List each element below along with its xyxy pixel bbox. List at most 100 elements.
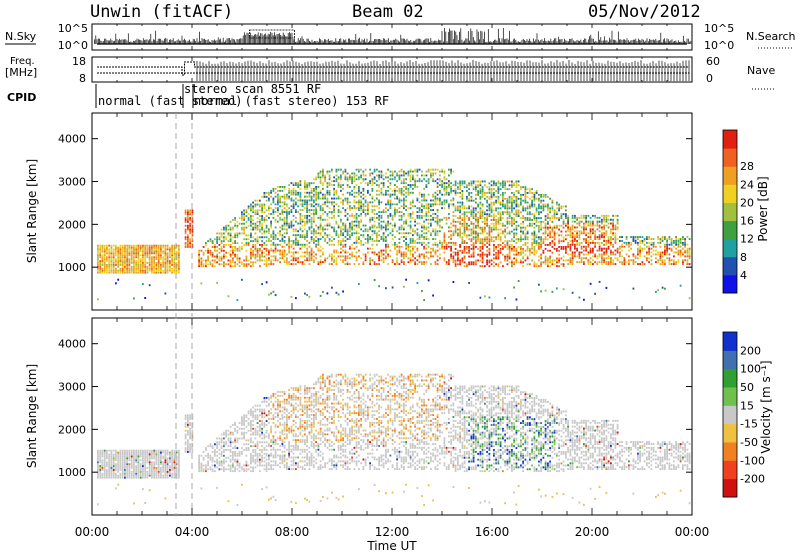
power-cell — [578, 257, 581, 260]
power-cell — [124, 258, 126, 261]
power-cell — [319, 222, 322, 225]
power-cell — [427, 238, 430, 240]
power-cell — [373, 226, 376, 229]
power-cell — [290, 263, 293, 265]
power-cell — [632, 287, 635, 290]
power-cell — [520, 186, 522, 189]
power-cell — [263, 192, 266, 194]
nsky-label: N.Sky — [5, 30, 37, 43]
power-cell — [364, 178, 367, 181]
power-cell — [135, 262, 138, 264]
power-cell — [587, 232, 590, 235]
power-cell — [425, 205, 428, 208]
power-cell — [400, 255, 403, 258]
power-cell — [432, 238, 434, 240]
power-cell — [628, 261, 630, 264]
power-cell — [504, 192, 506, 194]
velocity-cell — [110, 465, 113, 467]
power-cell — [493, 201, 495, 204]
power-cell — [589, 238, 592, 240]
power-cell — [319, 259, 322, 262]
power-cell — [259, 259, 261, 262]
power-cell — [328, 240, 331, 242]
velocity-cell — [108, 461, 111, 464]
power-cell — [227, 251, 230, 254]
power-cell — [391, 218, 394, 221]
velocity-cell — [110, 474, 113, 477]
power-cell — [373, 205, 376, 208]
power-cell — [414, 180, 416, 183]
power-cell — [661, 240, 664, 242]
power-cell — [601, 261, 603, 264]
power-cell — [490, 207, 493, 210]
power-cell — [421, 174, 423, 177]
power-cell — [243, 219, 245, 221]
power-cell — [592, 263, 594, 265]
power-cell — [634, 238, 637, 240]
power-cell — [178, 267, 180, 270]
power-cell — [657, 236, 659, 238]
power-cell — [97, 298, 99, 301]
power-cell — [263, 220, 266, 223]
power-cell — [297, 261, 299, 264]
nave-label: Nave — [747, 64, 775, 77]
power-cell — [499, 182, 502, 185]
power-cell — [378, 207, 380, 210]
power-cell — [313, 178, 315, 181]
velocity-cell — [112, 467, 115, 469]
power-cell — [423, 236, 425, 238]
power-cell — [373, 170, 376, 173]
power-cell — [223, 249, 225, 252]
power-cell — [331, 236, 333, 238]
power-cell — [376, 234, 378, 237]
power-cell — [405, 195, 407, 198]
power-cell — [666, 241, 668, 244]
power-cell — [340, 178, 342, 181]
power-cell — [648, 251, 650, 254]
power-cell — [292, 199, 295, 202]
power-cell — [364, 253, 367, 256]
power-cell — [229, 255, 232, 258]
power-cell — [97, 269, 99, 272]
power-cell — [333, 216, 335, 219]
power-cell — [400, 251, 403, 254]
power-cell — [283, 211, 286, 213]
power-cell — [679, 238, 682, 240]
power-cell — [565, 247, 567, 250]
power-cell — [130, 252, 133, 255]
power-cell — [319, 218, 322, 221]
power-cell — [301, 251, 304, 254]
power-cell — [524, 219, 527, 221]
power-cell — [103, 265, 106, 268]
power-cell — [355, 207, 358, 210]
power-cell — [254, 246, 257, 248]
power-cell — [497, 213, 500, 216]
power-cell — [371, 184, 374, 186]
power-cell — [477, 238, 479, 241]
power-cell — [634, 240, 637, 242]
power-cell — [328, 193, 331, 196]
power-cell — [272, 201, 275, 204]
power-cell — [101, 250, 104, 253]
power-cell — [344, 211, 347, 213]
power-cell — [241, 278, 243, 281]
power-cell — [133, 297, 135, 300]
power-cell — [97, 267, 99, 270]
power-cell — [337, 186, 340, 188]
power-cell — [243, 238, 245, 241]
power-cell — [274, 251, 277, 254]
power-cell — [441, 186, 443, 188]
power-cell — [139, 265, 142, 268]
power-cell — [380, 220, 383, 223]
power-cell — [470, 195, 473, 198]
power-cell — [241, 222, 243, 225]
freq-label-line2: [MHz] — [5, 66, 37, 79]
power-cell — [508, 240, 511, 243]
power-cell — [178, 271, 180, 274]
power-cell — [378, 226, 380, 229]
power-cell — [459, 236, 461, 239]
power-cell — [567, 241, 569, 244]
velocity-cell — [119, 465, 122, 467]
velocity-cell — [97, 465, 99, 467]
power-cell — [355, 259, 358, 262]
